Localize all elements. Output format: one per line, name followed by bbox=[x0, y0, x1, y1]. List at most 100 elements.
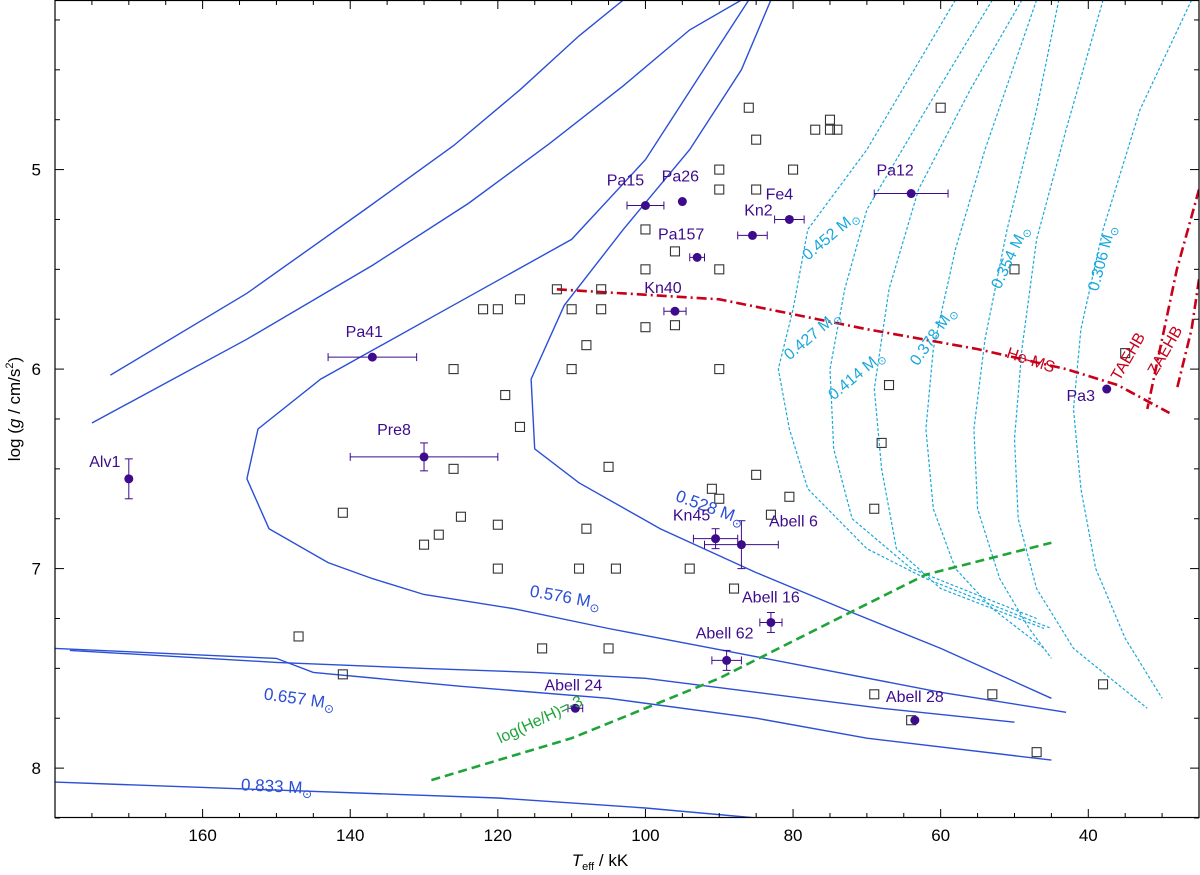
star-label: Fe4 bbox=[766, 186, 794, 203]
comparison-star-marker bbox=[788, 164, 799, 175]
comparison-star-marker bbox=[1031, 747, 1042, 758]
comparison-star-marker bbox=[448, 463, 459, 474]
comparison-star-marker bbox=[765, 509, 776, 520]
star-label: Pa41 bbox=[346, 324, 383, 341]
mass-track-label: 0.576 M⊙ bbox=[528, 582, 602, 616]
star-label: Abell 16 bbox=[742, 589, 800, 606]
taehb-line bbox=[1146, 189, 1199, 410]
star-marker bbox=[677, 197, 687, 207]
comparison-star-marker bbox=[455, 511, 466, 522]
comparison-star-marker bbox=[337, 507, 348, 518]
comparison-star-marker bbox=[448, 364, 459, 375]
star-label: Pa3 bbox=[1067, 388, 1096, 405]
comparison-star-marker bbox=[935, 102, 946, 113]
mass-track-label: 0.657 M⊙ bbox=[262, 684, 336, 716]
comparison-star-marker bbox=[751, 134, 762, 145]
he-track-line bbox=[925, 0, 1045, 649]
comparison-star-marker bbox=[500, 389, 511, 401]
comparison-star-marker bbox=[1009, 264, 1020, 275]
mass-track-line bbox=[69, 649, 1015, 723]
star-label: Pa157 bbox=[658, 226, 704, 243]
comparison-star-marker bbox=[714, 164, 725, 175]
comparison-star-marker bbox=[418, 539, 430, 550]
star-marker bbox=[670, 306, 680, 316]
star-marker bbox=[640, 200, 650, 210]
comparison-star-marker bbox=[714, 364, 725, 375]
comparison-star-marker bbox=[728, 583, 740, 594]
comparison-star-marker bbox=[433, 529, 444, 540]
comparison-star-marker bbox=[596, 304, 607, 315]
star-marker bbox=[784, 214, 794, 224]
star-label: Kn45 bbox=[673, 508, 710, 525]
comparison-star-marker bbox=[751, 469, 762, 480]
mass-track-line bbox=[91, 0, 742, 424]
comparison-star-marker bbox=[714, 264, 725, 275]
mass-track-line bbox=[246, 0, 1067, 713]
comparison-star-marker bbox=[810, 124, 821, 135]
star-marker bbox=[692, 252, 702, 262]
x-tick-label: 40 bbox=[1079, 826, 1098, 845]
plot-frame bbox=[54, 0, 1200, 819]
comparison-star-marker bbox=[566, 304, 577, 315]
x-tick-label: 140 bbox=[336, 826, 364, 845]
comparison-star-marker bbox=[784, 491, 795, 502]
taehb-label: TAEHB bbox=[1108, 330, 1149, 384]
he-track-line bbox=[777, 0, 1052, 630]
he-track-line bbox=[1072, 0, 1193, 699]
star-label: Alv1 bbox=[89, 454, 120, 471]
star-label: Pa15 bbox=[607, 172, 644, 189]
comparison-star-marker bbox=[492, 304, 503, 315]
star-marker bbox=[1102, 384, 1112, 394]
star-marker bbox=[722, 655, 732, 665]
y-tick-label: 5 bbox=[32, 161, 41, 180]
comparison-star-marker bbox=[684, 563, 695, 574]
star-label: Kn40 bbox=[644, 280, 681, 297]
comparison-star-marker bbox=[869, 689, 880, 700]
star-marker bbox=[367, 352, 377, 362]
comparison-star-marker bbox=[824, 124, 836, 135]
comparison-star-marker bbox=[610, 563, 621, 574]
comparison-star-marker bbox=[337, 669, 348, 680]
x-tick-label: 80 bbox=[784, 826, 803, 845]
he-ms-label: He-MS bbox=[1004, 345, 1057, 377]
comparison-star-marker bbox=[876, 437, 887, 448]
comparison-star-marker bbox=[596, 284, 607, 295]
comparison-star-marker bbox=[581, 523, 592, 534]
star-label: Abell 28 bbox=[886, 689, 944, 706]
star-marker bbox=[747, 230, 757, 240]
comparison-star-marker bbox=[478, 304, 489, 315]
comparison-star-marker bbox=[603, 461, 614, 472]
comparison-star-marker bbox=[603, 643, 614, 654]
comparison-star-marker bbox=[1098, 679, 1109, 690]
he-track-label: 0.452 M⊙ bbox=[800, 208, 864, 267]
comparison-star-marker bbox=[551, 284, 562, 295]
star-marker bbox=[419, 452, 429, 462]
x-axis-title: Teff / kK bbox=[572, 851, 629, 873]
star-marker bbox=[736, 540, 746, 550]
comparison-star-marker bbox=[832, 124, 843, 135]
comparison-star-marker bbox=[1120, 348, 1131, 359]
comparison-star-marker bbox=[714, 184, 725, 195]
comparison-star-marker bbox=[869, 503, 880, 514]
comparison-star-marker bbox=[640, 224, 651, 235]
star-label: Kn2 bbox=[744, 202, 773, 219]
comparison-star-marker bbox=[492, 519, 503, 530]
x-tick-label: 100 bbox=[631, 826, 659, 845]
comparison-star-marker bbox=[492, 563, 503, 574]
x-tick-label: 120 bbox=[484, 826, 512, 845]
star-marker bbox=[766, 617, 776, 627]
comparison-star-marker bbox=[669, 246, 681, 257]
x-tick-label: 60 bbox=[931, 826, 950, 845]
star-marker bbox=[910, 715, 920, 725]
comparison-star-marker bbox=[706, 483, 717, 494]
y-tick-label: 8 bbox=[32, 759, 41, 778]
comparison-star-marker bbox=[293, 631, 304, 642]
comparison-star-marker bbox=[514, 294, 526, 305]
x-tick-label: 160 bbox=[188, 826, 216, 845]
comparison-star-marker bbox=[566, 364, 577, 375]
helium-abundance-line bbox=[431, 541, 1052, 782]
comparison-star-marker bbox=[573, 563, 585, 574]
comparison-star-marker bbox=[537, 643, 548, 654]
zaehb-label: ZAEHB bbox=[1145, 324, 1186, 379]
